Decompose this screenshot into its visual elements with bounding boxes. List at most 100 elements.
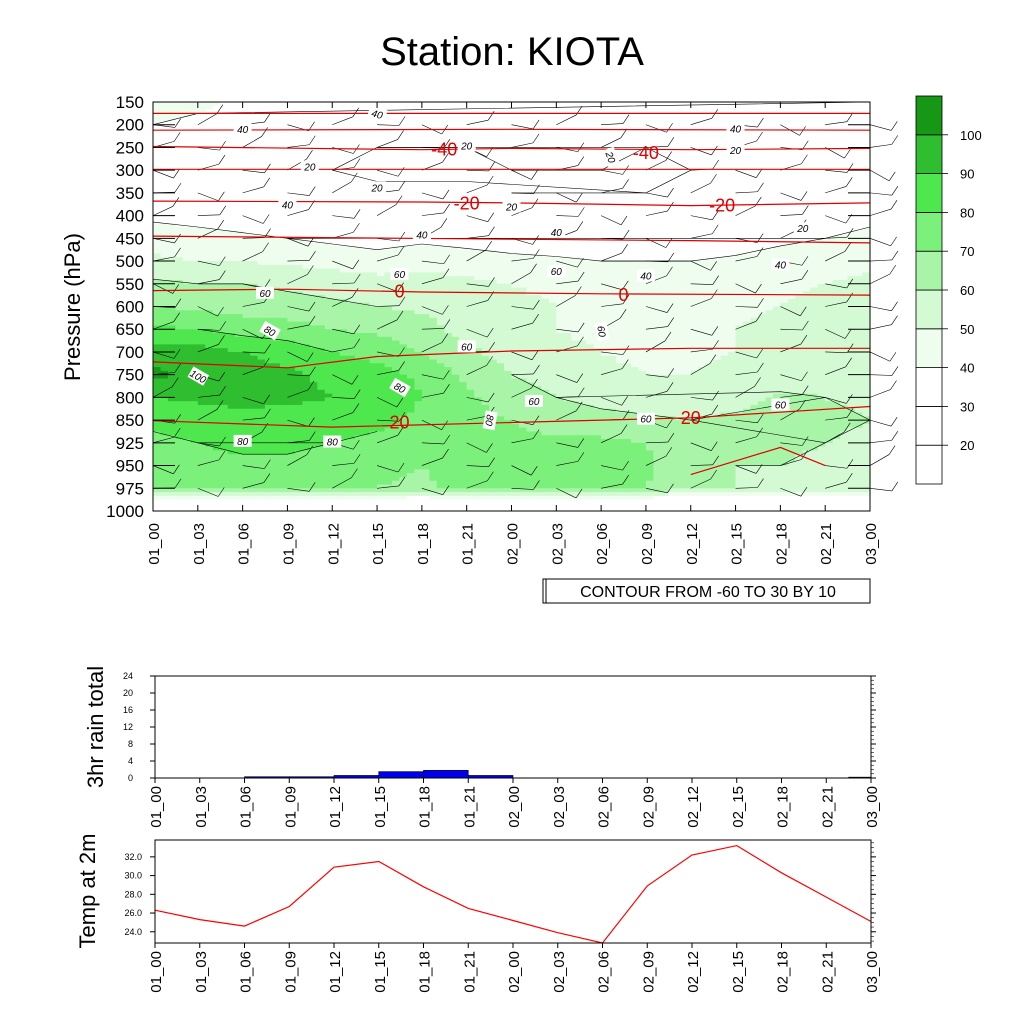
wind-barb <box>735 371 758 375</box>
wind-barb <box>869 259 892 262</box>
wind-barb <box>421 328 444 330</box>
wind-barb <box>242 237 265 239</box>
wind-barb <box>242 302 265 307</box>
colorbar-box <box>915 405 943 446</box>
rain-tick-label: 24 <box>123 671 133 681</box>
humidity-contour-label: 40 <box>412 228 431 242</box>
wind-barb <box>197 113 218 125</box>
time-tick-label: 03_00 <box>864 951 881 993</box>
wind-barb <box>690 478 711 489</box>
wind-barb <box>466 249 486 262</box>
wind-barb <box>511 124 534 130</box>
time-tick-label: 02_09 <box>640 951 657 993</box>
time-tick-label: 02_21 <box>818 523 835 565</box>
temperature-contour <box>152 145 871 151</box>
wind-barb <box>601 252 622 262</box>
wind-barb <box>645 145 668 148</box>
wind-barb <box>825 465 848 469</box>
wind-barb <box>825 251 846 262</box>
pressure-tick-label: 350 <box>116 184 144 203</box>
wind-barb <box>735 169 757 178</box>
wind-barb <box>690 397 713 401</box>
time-tick-label: 02_18 <box>775 786 792 828</box>
pressure-tick-label: 150 <box>116 93 144 112</box>
wind-barb <box>197 306 218 317</box>
wind-barb <box>869 419 892 427</box>
wind-barb <box>556 280 579 285</box>
rain-tick-label: 12 <box>123 722 133 732</box>
wind-barb <box>421 306 443 315</box>
wind-barb <box>466 184 488 194</box>
wind-barb <box>780 306 801 317</box>
wind-barb <box>645 487 668 494</box>
wind-barb <box>287 144 310 148</box>
colorbar-box <box>915 95 943 136</box>
pressure-tick-label: 1000 <box>106 502 144 521</box>
wind-barb <box>825 481 847 489</box>
wind-barb <box>556 396 579 398</box>
temperature-frame <box>154 839 872 944</box>
humidity-contour-label: 20 <box>793 222 812 235</box>
wind-barb <box>332 374 353 385</box>
humidity-contour-label: 20 <box>368 181 387 194</box>
wind-barb <box>287 306 310 312</box>
wind-barb <box>645 192 668 198</box>
wind-barb <box>645 441 668 444</box>
wind-barb <box>869 273 890 285</box>
wind-barb <box>242 465 265 469</box>
wind-barb <box>511 306 534 310</box>
temperature-tick-label: 30.0 <box>124 871 142 881</box>
wind-barb <box>197 279 220 285</box>
wind-barb <box>825 169 848 173</box>
time-tick-label: 02_21 <box>819 786 836 828</box>
humidity-contour-label: 60 <box>771 398 790 412</box>
pressure-tick-label: 850 <box>116 411 144 430</box>
wind-barb <box>869 439 892 444</box>
rain-tick-label: 4 <box>128 756 133 766</box>
time-tick-label: 02_12 <box>684 523 701 565</box>
wind-barb <box>287 389 309 398</box>
cross-section-panel: 40 40 20 20 40 20 20 20 40 20 40 40 20 40 60 60 40 60 80 60… <box>60 93 899 604</box>
wind-barb <box>152 465 174 475</box>
wind-barb <box>556 488 577 499</box>
time-tick-label: 01_21 <box>460 523 477 565</box>
wind-barb <box>825 121 848 126</box>
time-tick-label: 02_18 <box>775 951 792 993</box>
wind-barb <box>645 260 668 263</box>
wind-barb <box>511 169 532 180</box>
wind-barb <box>152 386 173 398</box>
wind-barb <box>601 283 623 291</box>
humidity-contour-label: 40 <box>278 198 297 212</box>
pressure-tick-label: 400 <box>116 207 144 226</box>
wind-barb <box>376 139 398 148</box>
time-tick-label: 01_12 <box>327 951 344 993</box>
wind-barb <box>780 214 803 216</box>
wind-barb <box>242 215 264 224</box>
wind-barb <box>601 351 623 355</box>
humidity-fill <box>153 102 871 512</box>
wind-barb <box>466 235 489 239</box>
colorbar-label: 90 <box>960 167 974 182</box>
temperature-contour <box>690 446 826 476</box>
temperature-contour-label: 0 <box>619 285 629 305</box>
wind-barb <box>287 487 310 492</box>
wind-barb <box>869 389 891 398</box>
pressure-tick-label: 500 <box>116 252 144 271</box>
wind-barb <box>601 368 623 375</box>
time-tick-label: 01_00 <box>146 523 163 565</box>
time-tick-label: 02_12 <box>685 786 702 828</box>
wind-barb <box>556 192 577 203</box>
wind-barb <box>197 409 218 421</box>
wind-barb <box>421 277 444 285</box>
wind-barb <box>601 188 623 194</box>
wind-barb <box>197 192 219 202</box>
wind-barb <box>152 283 173 294</box>
wind-barb <box>332 412 354 421</box>
wind-barb <box>466 119 489 126</box>
wind-barb <box>780 374 802 382</box>
temperature-tick-label: 32.0 <box>124 852 142 862</box>
wind-barb <box>466 465 489 468</box>
wind-barb <box>825 186 847 194</box>
temperature-contour <box>152 128 871 131</box>
wind-barb <box>376 465 399 473</box>
